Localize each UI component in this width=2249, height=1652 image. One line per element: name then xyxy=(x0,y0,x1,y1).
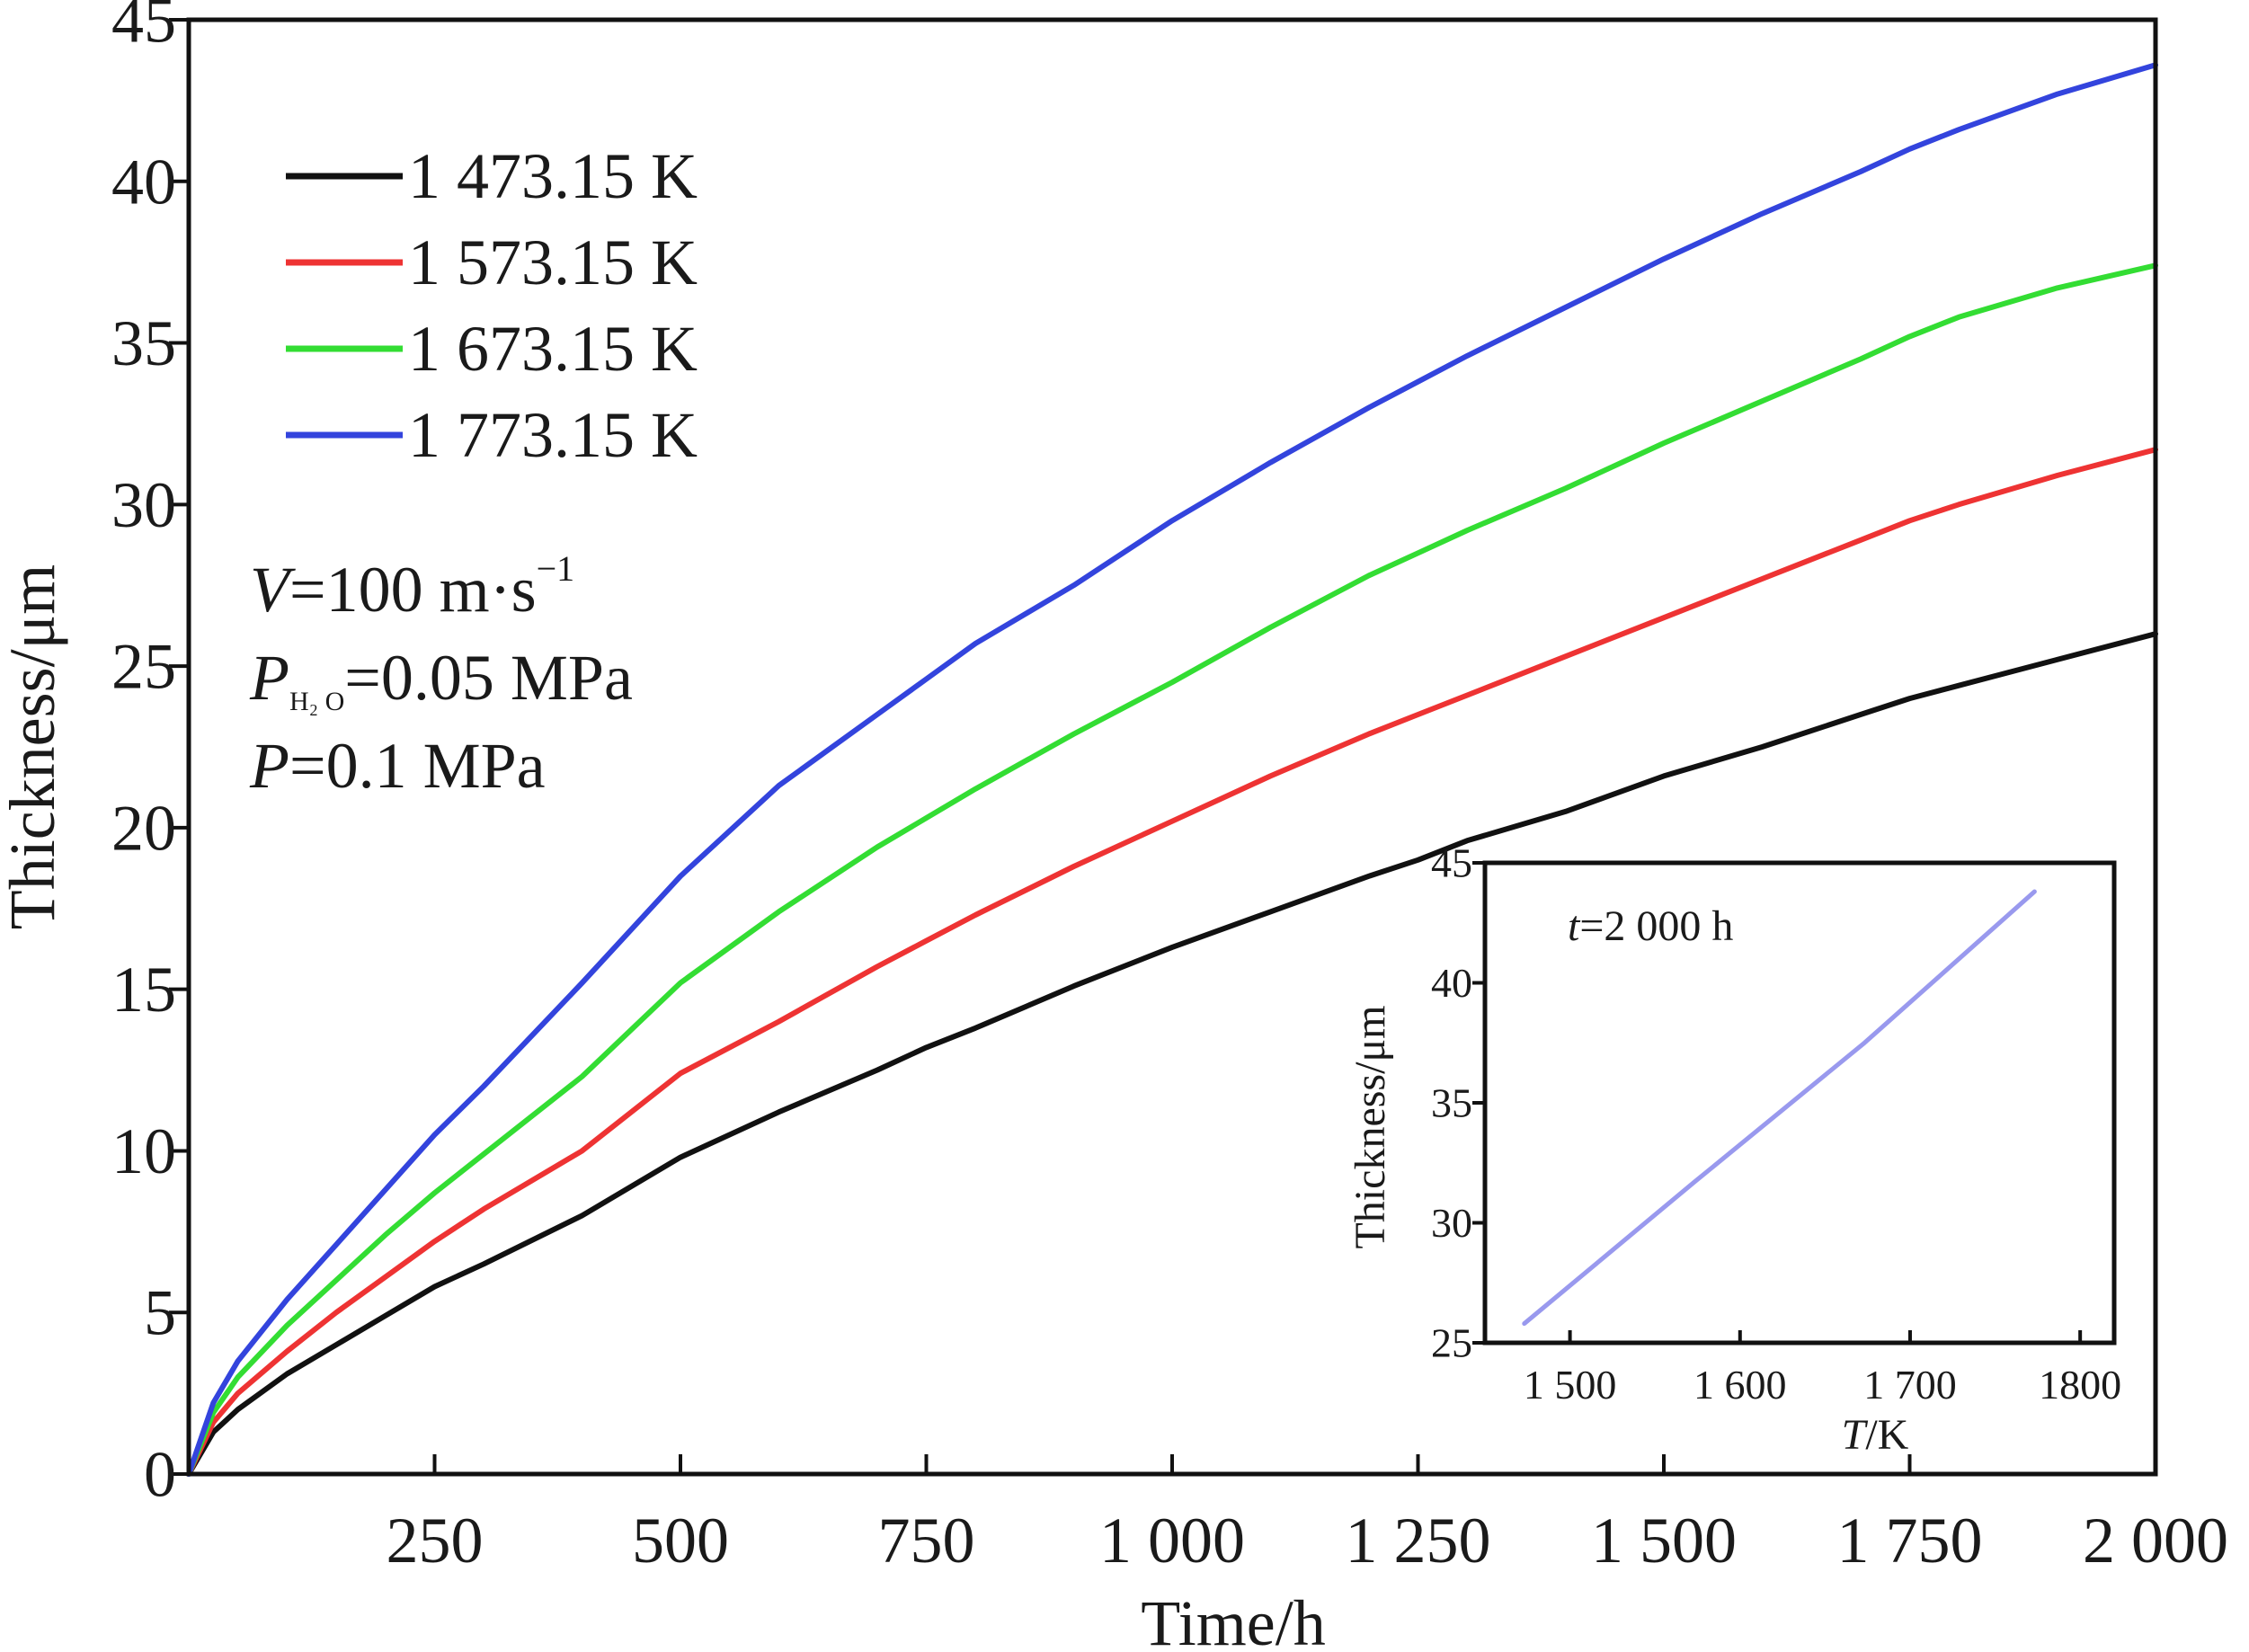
velocity-symbol: V xyxy=(250,554,296,626)
legend-label: 1 773.15 K xyxy=(408,399,698,471)
y-tick-label: 25 xyxy=(1431,1320,1472,1366)
series-line xyxy=(186,631,2158,1477)
legend-label: 1 673.15 K xyxy=(408,313,698,385)
inset-series-group xyxy=(1522,889,2037,1327)
y-tick-label: 35 xyxy=(1431,1080,1472,1126)
main-x-axis-title: Time/h xyxy=(1141,1587,1325,1652)
x-tick-label: 1 600 xyxy=(1693,1362,1787,1408)
legend-label: 1 573.15 K xyxy=(408,226,698,298)
series-line xyxy=(1522,889,2037,1327)
y-tick-label: 5 xyxy=(144,1277,176,1349)
y-tick-label: 20 xyxy=(111,792,176,864)
x-tick-label: 1 500 xyxy=(1524,1362,1617,1408)
inset-annotation: t=2 000 h xyxy=(1568,902,1733,950)
y-tick-label: 40 xyxy=(111,146,176,218)
conditions-annotation: V=100 m·s−1 PH₂ O=0.05 MPa P=0.1 MPa xyxy=(249,548,633,802)
water-pressure-value: =0.05 MPa xyxy=(344,642,633,714)
y-tick-label: 35 xyxy=(111,307,176,379)
x-tick-label: 1 700 xyxy=(1863,1362,1957,1408)
series-line xyxy=(186,62,2158,1477)
main-y-axis: 0 5 10 15 20 25 30 35 40 45 xyxy=(111,0,189,1510)
total-pressure-symbol: P xyxy=(249,730,289,802)
y-tick-label: 30 xyxy=(1431,1200,1472,1246)
inset-annotation-value: =2 000 h xyxy=(1579,902,1733,950)
inset-x-axis-unit: /K xyxy=(1865,1411,1908,1459)
x-tick-label: 2 000 xyxy=(2083,1505,2228,1577)
x-tick-label: 1800 xyxy=(2039,1362,2121,1408)
velocity-exponent: −1 xyxy=(537,548,575,589)
y-tick-label: 10 xyxy=(111,1115,176,1187)
x-tick-label: 1 500 xyxy=(1591,1505,1737,1577)
x-tick-label: 1 750 xyxy=(1837,1505,1983,1577)
legend: 1 473.15 K 1 573.15 K 1 673.15 K 1 773.15 K xyxy=(286,140,698,471)
velocity-condition: V=100 m·s−1 xyxy=(250,548,574,626)
x-tick-label: 750 xyxy=(878,1505,975,1577)
inset-annotation-symbol: t xyxy=(1568,902,1581,950)
total-pressure-value: =0.1 MPa xyxy=(289,730,546,802)
x-tick-label: 1 250 xyxy=(1346,1505,1491,1577)
main-series-group xyxy=(186,62,2158,1477)
legend-label: 1 473.15 K xyxy=(408,140,698,212)
velocity-value: =100 m·s xyxy=(289,554,537,626)
series-line xyxy=(186,262,2158,1477)
y-tick-label: 30 xyxy=(111,469,176,541)
x-tick-label: 250 xyxy=(387,1505,484,1577)
inset-plot: 1 500 1 600 1 700 1800 25 30 35 40 45 Thickness… xyxy=(1347,840,2121,1459)
y-tick-label: 25 xyxy=(111,631,176,703)
y-tick-label: 45 xyxy=(111,0,176,56)
y-tick-label: 0 xyxy=(144,1438,176,1510)
inset-y-axis-title: Thickness/μm xyxy=(1347,1005,1394,1248)
series-line xyxy=(186,447,2158,1477)
y-tick-label: 45 xyxy=(1431,840,1472,886)
x-tick-label: 1 000 xyxy=(1099,1505,1245,1577)
inset-x-axis-symbol: T xyxy=(1842,1411,1869,1459)
y-tick-label: 15 xyxy=(111,954,176,1026)
inset-y-axis: 25 30 35 40 45 xyxy=(1431,840,1485,1366)
water-pressure-condition: PH₂ O=0.05 MPa xyxy=(249,642,633,716)
total-pressure-condition: P=0.1 MPa xyxy=(249,730,546,802)
inset-plot-background xyxy=(1485,863,2114,1343)
y-tick-label: 40 xyxy=(1431,960,1472,1006)
x-tick-label: 500 xyxy=(632,1505,729,1577)
water-pressure-subscript: H₂ O xyxy=(289,687,344,716)
main-y-axis-title: Thickness/μm xyxy=(0,564,68,930)
inset-x-axis: 1 500 1 600 1 700 1800 xyxy=(1524,1330,2121,1408)
inset-x-axis-title: T/K xyxy=(1842,1411,1909,1459)
main-x-axis: 250 500 750 1 000 1 250 1 500 1 750 2 000 xyxy=(387,1454,2228,1577)
water-pressure-symbol: P xyxy=(249,642,289,714)
